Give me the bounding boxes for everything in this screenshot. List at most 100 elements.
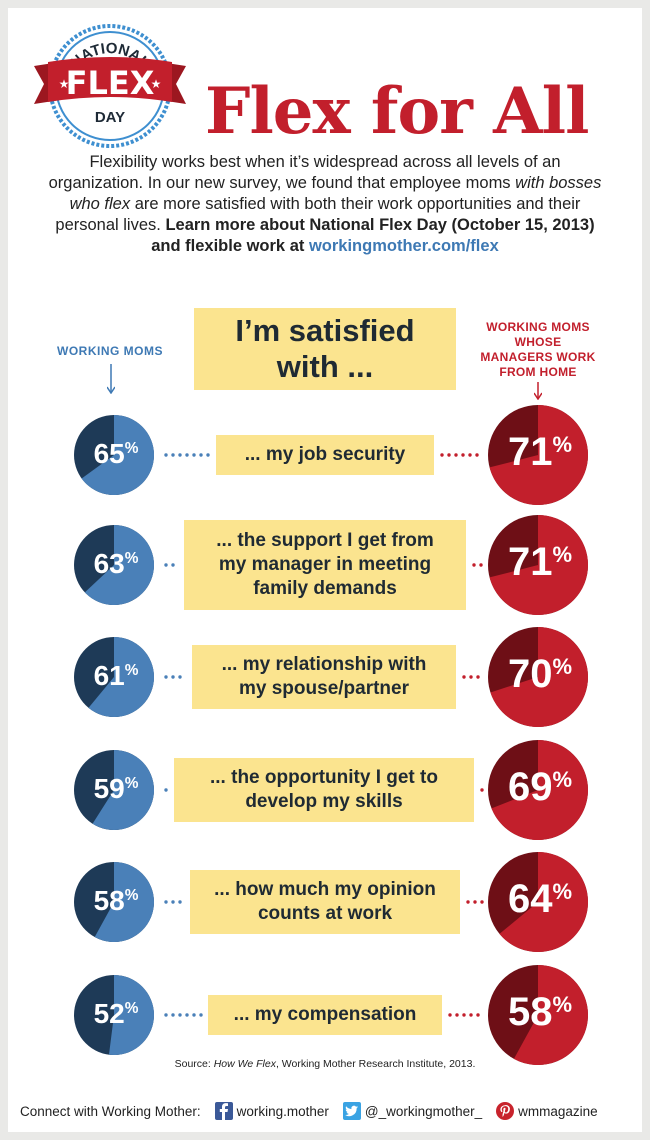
badge-main-text: FLEX (66, 64, 155, 102)
satisfaction-item-line: ... my relationship with (221, 654, 427, 675)
right-pie-slice (513, 965, 588, 1065)
right-arrow-icon (534, 382, 542, 400)
satisfaction-item: ... the opportunity I get to develop my s… (174, 758, 474, 822)
left-pie (74, 861, 155, 943)
right-percent-label-symbol: % (552, 432, 573, 458)
twitter-handle: @_workingmother_ (364, 1103, 483, 1119)
left-percent-label: 58% (56, 885, 176, 917)
left-percent-label-value: 63 (93, 547, 125, 579)
right-percent-label-value: 69 (507, 765, 553, 810)
left-percent-label: 63% (56, 548, 176, 580)
right-pie (488, 405, 588, 505)
left-connector-dots (164, 788, 168, 792)
left-percent-label: 59% (56, 773, 176, 805)
left-pie (74, 415, 154, 495)
left-pie-slice (94, 861, 155, 943)
right-connector-dots (462, 675, 480, 679)
right-percent-label-symbol: % (552, 654, 573, 680)
twitter-icon (342, 1102, 361, 1120)
pinterest-icon (496, 1102, 515, 1120)
left-pie-slice (108, 975, 154, 1055)
satisfaction-item-line: my spouse/partner (239, 678, 409, 699)
left-pie-slice (81, 415, 154, 495)
left-percent-label-value: 52 (93, 997, 125, 1029)
satisfaction-item: ... how much my opinion counts at work (190, 870, 460, 934)
left-connector-dots (164, 675, 182, 679)
satisfaction-item: ... my job security (216, 435, 434, 475)
twitter-link[interactable]: @_workingmother_ (342, 1102, 483, 1120)
right-percent-label-symbol: % (552, 767, 573, 793)
right-label-line-1: WORKING MOMS (486, 320, 590, 334)
pinterest-link[interactable]: wmmagazine (496, 1102, 598, 1120)
page-title: Flex for All (205, 74, 589, 149)
right-series-label: WORKING MOMS WHOSE MANAGERS WORK FROM HO… (468, 320, 608, 380)
source-prefix: Source: (174, 1058, 214, 1070)
right-label-line-2: WHOSE (514, 335, 562, 349)
badge-bottom-text: DAY (95, 109, 125, 126)
satisfaction-item-line: ... my compensation (233, 1004, 417, 1025)
svg-text:★: ★ (151, 77, 162, 91)
left-connector-dots (164, 900, 182, 904)
satisfaction-item-line: ... the support I get from (216, 530, 434, 551)
heading-line-1: I’m satisfied (235, 313, 415, 348)
heading-line-2: with ... (276, 349, 374, 384)
right-pie-slice (491, 740, 588, 840)
right-pie (488, 515, 588, 615)
left-percent-label-value: 61 (93, 659, 125, 691)
right-connector-dots (472, 563, 483, 567)
source-suffix: , Working Mother Research Institute, 201… (275, 1058, 476, 1070)
flex-link[interactable]: workingmother.com/flex (308, 237, 499, 255)
left-connector-dots (164, 453, 210, 457)
satisfaction-item-line: ... my job security (244, 444, 406, 465)
left-percent-label-symbol: % (124, 661, 139, 679)
right-pie (488, 627, 588, 727)
satisfaction-item-line: counts at work (257, 903, 393, 924)
svg-text:★: ★ (59, 77, 70, 91)
left-pie (74, 750, 154, 830)
satisfaction-item: ... the support I get from my manager in … (184, 520, 466, 610)
satisfaction-item-line: ... the opportunity I get to (210, 767, 438, 788)
right-percent-label: 69% (480, 765, 600, 810)
left-pie-slice (92, 750, 154, 830)
left-percent-label-symbol: % (124, 886, 139, 904)
left-series-label: WORKING MOMS (57, 344, 163, 358)
right-pie-slice (499, 852, 588, 952)
facebook-handle: working.mother (236, 1103, 329, 1119)
right-pie-slice (490, 627, 588, 727)
intro-text-2: are more satisfied with both their work … (55, 195, 581, 234)
footer-label: Connect with Working Mother: (20, 1103, 201, 1119)
satisfaction-item-line: develop my skills (245, 791, 403, 812)
facebook-icon (214, 1102, 233, 1120)
left-percent-label-symbol: % (124, 439, 139, 457)
satisfaction-item-line: ... how much my opinion (214, 879, 436, 900)
left-percent-label-symbol: % (124, 549, 139, 567)
right-percent-label-symbol: % (552, 992, 573, 1018)
left-arrow-icon (107, 364, 115, 394)
right-pie (488, 965, 588, 1065)
left-pie (74, 525, 154, 605)
left-percent-label-value: 58 (93, 884, 125, 916)
left-pie-slice (88, 637, 154, 717)
facebook-link[interactable]: working.mother (214, 1102, 329, 1120)
left-pie (74, 975, 154, 1055)
right-percent-label-value: 64 (507, 877, 553, 922)
right-connector-dots (440, 453, 479, 457)
intro-text: Flexibility works best when it’s widespr… (48, 153, 561, 192)
intro-bold: Learn more about National Flex Day (Octo… (151, 216, 595, 255)
intro-italic: with bosses who flex (69, 174, 602, 213)
right-percent-label-symbol: % (552, 879, 573, 905)
left-percent-label-value: 65 (93, 437, 125, 469)
left-pie-slice (84, 525, 154, 605)
satisfaction-item: ... my relationship with my spouse/partne… (192, 645, 456, 709)
national-flex-day-badge: NATIONAL FLEX ★ ★ DAY (34, 24, 186, 148)
right-percent-label-value: 70 (507, 652, 553, 697)
right-percent-label: 71% (480, 430, 600, 475)
right-percent-label-value: 71 (507, 430, 553, 475)
right-pie-slice (489, 405, 588, 505)
right-pie-slice (489, 515, 588, 615)
right-pie (488, 740, 588, 840)
right-percent-label-value: 71 (507, 540, 553, 585)
satisfaction-item-line: family demands (253, 578, 397, 599)
satisfaction-item-line: my manager in meeting (218, 554, 432, 575)
